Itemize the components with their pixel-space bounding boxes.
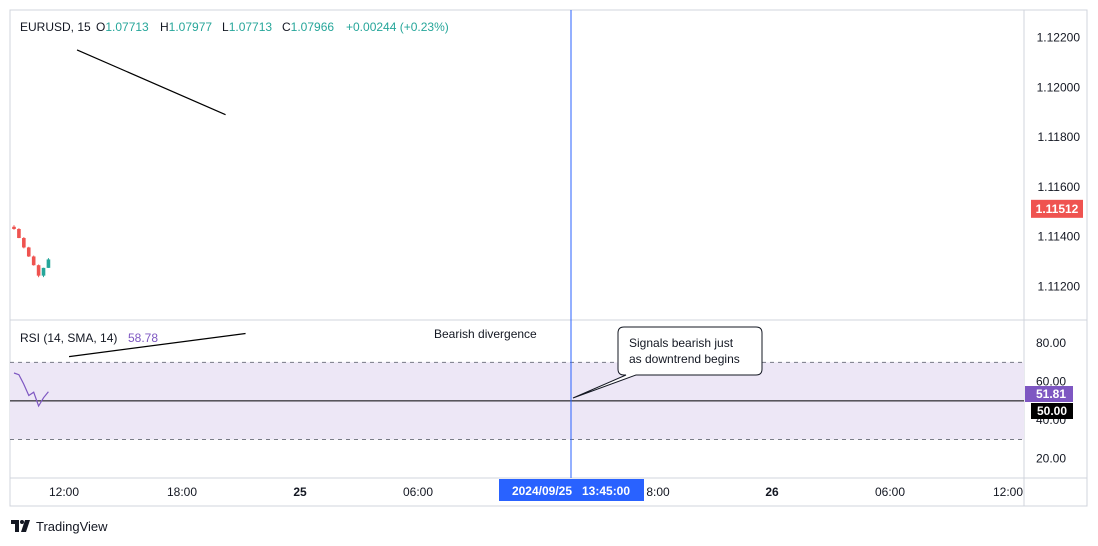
change-value: +0.00244 (+0.23%) (346, 20, 449, 34)
time-label: 06:00 (403, 485, 433, 499)
current-price-text: 1.11512 (1036, 202, 1079, 216)
price-tick-label: 1.11800 (1038, 130, 1081, 144)
svg-text:L1.07713: L1.07713 (222, 20, 272, 34)
candle-body (12, 226, 16, 230)
time-label: 25 (293, 485, 307, 499)
rsi-divergence-line[interactable] (68, 332, 246, 358)
price-tick-label: 1.12000 (1037, 80, 1081, 94)
callout-text-line1: Signals bearish just (629, 336, 734, 350)
rsi-tick-label: 20.00 (1036, 452, 1066, 466)
current-price-tag: 1.11512 (1031, 199, 1083, 218)
rsi-line (13, 372, 49, 408)
svg-text:EURUSD, 15: EURUSD, 15 (20, 20, 91, 34)
time-label: 18:00 (167, 485, 197, 499)
close-label: C (282, 20, 291, 34)
rsi-legend-label: RSI (14, SMA, 14) (20, 331, 117, 345)
time-label: 8:00 (646, 485, 670, 499)
high-label: H (160, 20, 169, 34)
rsi-legend: RSI (14, SMA, 14) 58.78 (20, 331, 158, 345)
crosshair-time-tag: 2024/09/25 13:45:00 (499, 479, 644, 501)
candle-body (22, 238, 26, 248)
price-trendline[interactable] (76, 49, 226, 116)
chart-frame (9, 9, 1088, 507)
candle-body (46, 259, 51, 268)
time-label: 12:00 (49, 485, 79, 499)
price-tick-label: 1.11200 (1038, 280, 1081, 294)
candle-body (36, 265, 41, 276)
callout-text-line2: as downtrend begins (629, 352, 740, 366)
time-label: 26 (765, 485, 779, 499)
candle-body (17, 229, 21, 239)
time-label: 12:00 (993, 485, 1023, 499)
low-label: L (222, 20, 229, 34)
sma-value-text: 50.00 (1037, 404, 1067, 418)
callout[interactable]: Signals bearish just as downtrend begins (572, 326, 763, 399)
price-tick-label: 1.11400 (1038, 230, 1081, 244)
close-value: 1.07966 (291, 20, 335, 34)
high-value: 1.07977 (169, 20, 213, 34)
rsi-tick-label: 80.00 (1036, 336, 1066, 350)
low-value: 1.07713 (229, 20, 273, 34)
logo-text: TradingView (36, 519, 108, 534)
price-tick-label: 1.12200 (1037, 30, 1081, 44)
tradingview-logo-icon (11, 520, 30, 532)
time-axis[interactable]: 12:00 18:00 25 06:00 8:00 26 06:00 12:00 (49, 485, 1023, 499)
candlestick-series (12, 225, 51, 278)
svg-text:O1.07713: O1.07713 (96, 20, 149, 34)
rsi-legend-value: 58.78 (128, 331, 158, 345)
bearish-divergence-label: Bearish divergence (434, 327, 537, 341)
rsi-tick-label: 60.00 (1036, 375, 1066, 389)
sma-value-tag: 50.00 (1031, 403, 1073, 419)
candle-body (26, 247, 31, 257)
svg-text:C1.07966: C1.07966 (282, 20, 334, 34)
open-label: O (96, 20, 105, 34)
price-axis[interactable]: 1.12200 1.12000 1.11800 1.11600 1.11400 1.112… (1037, 30, 1081, 293)
rsi-value-tag: 51.81 (1025, 386, 1073, 402)
candle-body (41, 267, 46, 276)
price-legend: EURUSD, 15 O1.07713 H1.07977 L1.07713 C1… (20, 20, 449, 34)
rsi-value-text: 51.81 (1036, 387, 1066, 401)
symbol-label: EURUSD, 15 (20, 20, 91, 34)
callout-bubble (572, 326, 763, 399)
open-value: 1.07713 (105, 20, 149, 34)
price-tick-label: 1.11600 (1038, 180, 1081, 194)
time-label: 06:00 (875, 485, 905, 499)
candle-body (31, 256, 36, 266)
svg-text:H1.07977: H1.07977 (160, 20, 212, 34)
crosshair-time-text: 2024/09/25 13:45:00 (512, 484, 630, 498)
tradingview-logo[interactable]: TradingView (11, 519, 108, 534)
